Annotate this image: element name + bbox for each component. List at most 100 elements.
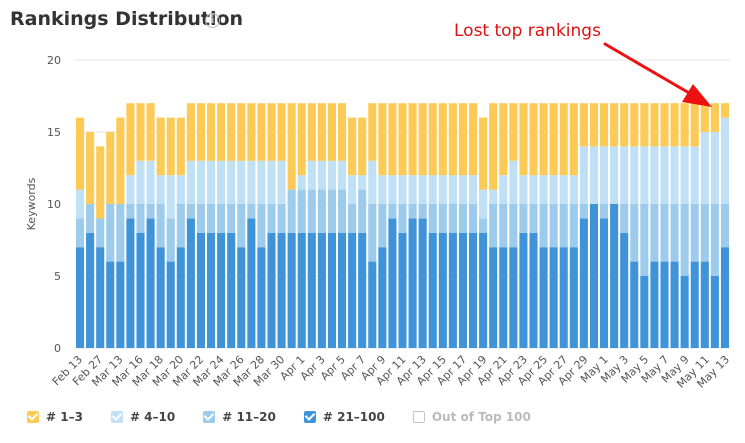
legend-item-top3[interactable]: # 1–3	[27, 410, 83, 424]
bar-segment	[469, 103, 478, 176]
legend-item-out-of-top-100[interactable]: Out of Top 100	[412, 410, 531, 424]
bar-segment	[348, 232, 357, 348]
bar-segment	[710, 132, 719, 204]
bar-segment	[327, 189, 336, 233]
arrow-head	[682, 84, 712, 107]
bar-segment	[489, 189, 498, 204]
bar-segment	[559, 103, 568, 176]
bar-segment	[116, 117, 125, 204]
bar-segment	[156, 247, 165, 348]
bar-segment	[700, 103, 709, 132]
bar-segment	[257, 103, 266, 161]
bar-segment	[710, 103, 719, 132]
bar-segment	[589, 204, 598, 348]
bar-segment	[126, 204, 135, 219]
bar-segment	[156, 204, 165, 248]
bar-segment	[398, 103, 407, 176]
bar-segment	[408, 204, 417, 219]
bar-segment	[529, 103, 538, 176]
bar-segment	[217, 204, 226, 233]
bar-segment	[650, 204, 659, 262]
bar-segment	[620, 103, 629, 147]
bar-segment	[680, 103, 689, 147]
bar-segment	[529, 175, 538, 204]
bar-segment	[207, 103, 216, 161]
bar-segment	[479, 189, 488, 219]
bar-segment	[116, 204, 125, 262]
checkbox-icon[interactable]	[110, 411, 123, 423]
checkbox-icon[interactable]	[203, 411, 216, 423]
bar-segment	[499, 247, 508, 348]
bar-segment	[670, 261, 679, 348]
bar-segment	[317, 160, 326, 190]
y-tick-label: 20	[47, 54, 61, 67]
bar-segment	[610, 103, 619, 147]
bar-segment	[428, 175, 437, 204]
bar-segment	[438, 103, 447, 176]
bar-segment	[237, 103, 246, 161]
bar-segment	[559, 247, 568, 348]
bar-segment	[630, 146, 639, 204]
bar-segment	[690, 103, 699, 147]
bar-segment	[408, 175, 417, 204]
bar-segment	[338, 232, 347, 348]
bar-segment	[469, 175, 478, 204]
bar-segment	[267, 204, 276, 233]
bar-segment	[620, 204, 629, 233]
bar-segment	[186, 204, 195, 219]
bar-segment	[509, 160, 518, 204]
bar-segment	[408, 218, 417, 348]
bar-segment	[277, 103, 286, 161]
bar-segment	[539, 204, 548, 248]
checkbox-icon[interactable]	[27, 411, 39, 423]
bar-segment	[710, 276, 719, 348]
bar-segment	[86, 204, 95, 233]
bar-segment	[338, 103, 347, 161]
bar-segment	[297, 189, 306, 233]
bar-segment	[166, 117, 175, 176]
bar-segment	[700, 261, 709, 348]
bar-segment	[217, 160, 226, 204]
bar-segment	[76, 117, 85, 190]
chart-title: Rankings Distribution	[10, 8, 244, 30]
bar-segment	[358, 189, 367, 233]
bar-segment	[589, 103, 598, 147]
bar-segment	[156, 117, 165, 176]
bar-segment	[660, 103, 669, 147]
bar-segment	[378, 103, 387, 176]
bar-segment	[720, 103, 729, 118]
bar-segment	[398, 175, 407, 204]
bar-segment	[539, 175, 548, 204]
checkbox-icon[interactable]	[412, 411, 425, 423]
bar-segment	[126, 103, 135, 176]
bar-segment	[257, 204, 266, 248]
bar-segment	[267, 232, 276, 348]
bar-segment	[196, 232, 205, 348]
bar-segment	[438, 175, 447, 204]
bar-segment	[469, 204, 478, 233]
bar-segment	[660, 146, 669, 204]
bar-segment	[680, 276, 689, 348]
bar-segment	[388, 218, 397, 348]
info-icon[interactable]: i	[205, 13, 220, 28]
bar-segment	[277, 204, 286, 233]
bar-segment	[640, 103, 649, 147]
bar-segment	[76, 189, 85, 219]
bar-segment	[670, 103, 679, 147]
legend-item-top100[interactable]: # 21–100	[303, 410, 385, 424]
bar-segment	[680, 146, 689, 204]
bar-segment	[448, 204, 457, 233]
arrow-shaft	[603, 42, 698, 99]
checkbox-icon[interactable]	[303, 411, 316, 423]
legend-item-top20[interactable]: # 11–20	[203, 410, 276, 424]
bar-segment	[600, 103, 609, 147]
bar-segment	[710, 204, 719, 276]
bar-segment	[338, 189, 347, 233]
bar-segment	[348, 175, 357, 204]
bar-segment	[166, 261, 175, 348]
legend-item-top10[interactable]: # 4–10	[110, 410, 175, 424]
bar-segment	[307, 232, 316, 348]
bar-segment	[499, 103, 508, 176]
bar-segment	[610, 146, 619, 204]
